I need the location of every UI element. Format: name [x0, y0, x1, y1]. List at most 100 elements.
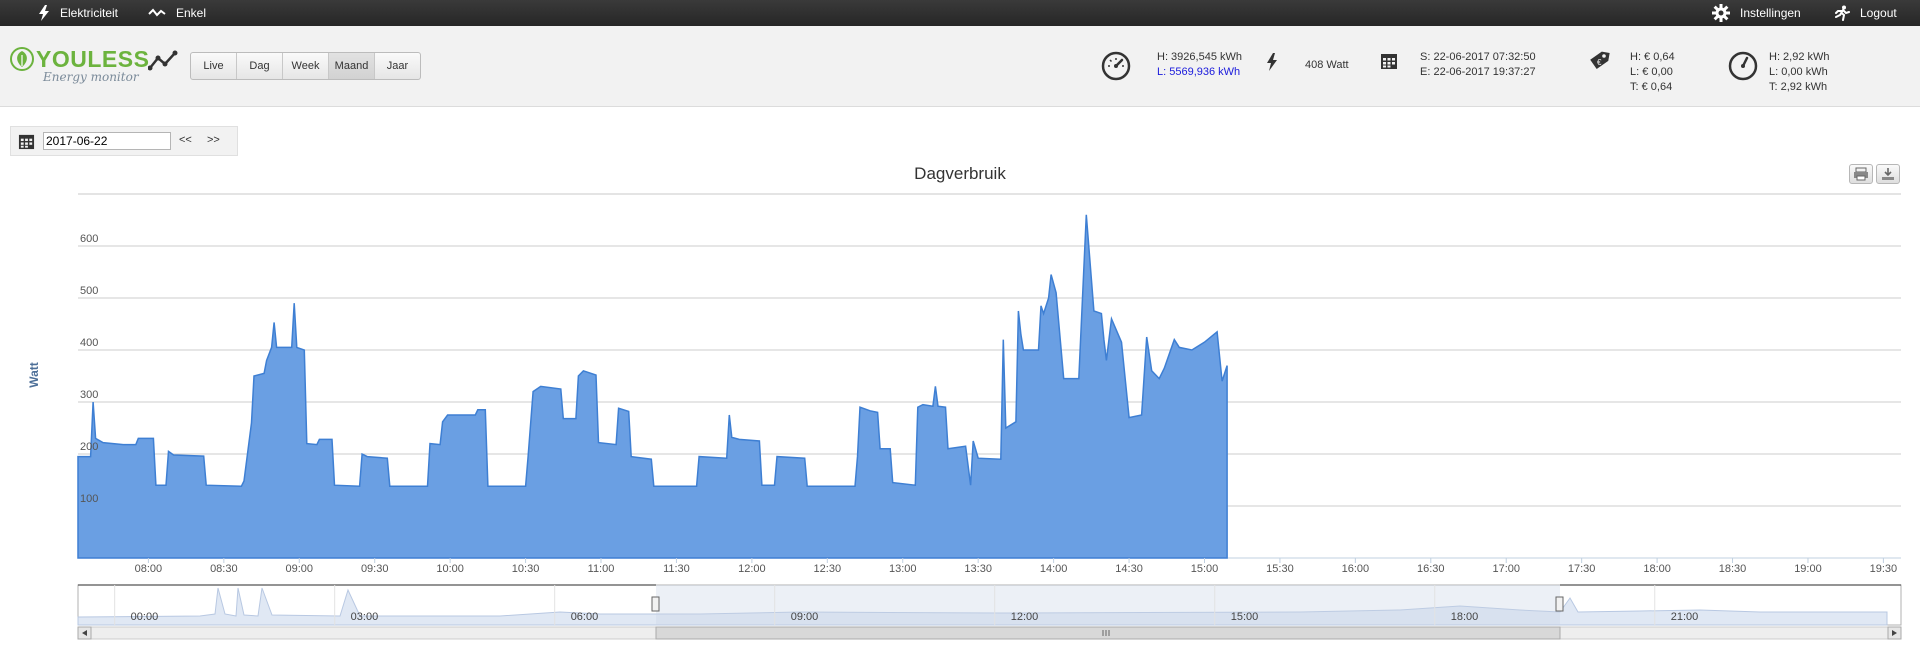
scroll-left-arrow-icon [82, 630, 87, 636]
period-range: S: 22-06-2017 07:32:50 E: 22-06-2017 19:… [1420, 50, 1536, 80]
navigator-tick-label: 12:00 [1011, 611, 1039, 623]
svg-text:€: € [1597, 58, 1602, 67]
x-tick-label: 14:30 [1115, 563, 1143, 575]
x-tick-label: 18:00 [1643, 563, 1671, 575]
cost-total: T: € 0,64 [1630, 81, 1673, 93]
x-tick-label: 19:30 [1870, 563, 1898, 575]
calendar-icon[interactable] [18, 133, 35, 150]
meter-readings: H: 3926,545 kWh L: 5569,936 kWh [1157, 50, 1242, 80]
tab-live[interactable]: Live [191, 53, 237, 79]
x-tick-label: 16:00 [1342, 563, 1370, 575]
scroll-right-arrow-icon [1892, 630, 1897, 636]
print-icon [1854, 167, 1868, 181]
x-tick-label: 10:00 [436, 563, 464, 575]
tab-week[interactable]: Week [283, 53, 329, 79]
navigator-axis: 00:00 03:00 06:00 09:00 12:00 15:00 18:00 21:00 [114, 585, 1699, 625]
lightning-icon [39, 5, 49, 21]
period-end: E: 22-06-2017 19:37:27 [1420, 66, 1536, 78]
y-tick-label: 500 [80, 285, 98, 297]
navigator[interactable]: 00:00 03:00 06:00 09:00 12:00 15:00 18:00 21:00 [77, 584, 1902, 626]
chart-series [77, 214, 1228, 559]
cost-high: H: € 0,64 [1630, 51, 1675, 63]
x-tick-label: 14:00 [1040, 563, 1068, 575]
navigator-right-handle[interactable] [1555, 596, 1564, 612]
x-tick-label: 09:00 [286, 563, 314, 575]
scroll-thumb[interactable] [655, 626, 1561, 640]
y-tick-label: 300 [80, 389, 98, 401]
usage-low: L: 0,00 kWh [1769, 66, 1828, 78]
menu-elektriciteit-label: Elektriciteit [60, 6, 119, 20]
youless-logo: YOULESS Energy monitor [10, 46, 149, 90]
y-tick-label: 600 [80, 233, 98, 245]
date-input[interactable] [43, 132, 171, 150]
x-tick-label: 18:30 [1719, 563, 1747, 575]
x-tick-label: 19:00 [1794, 563, 1822, 575]
tab-maand[interactable]: Maand [329, 53, 375, 79]
usage-readings: H: 2,92 kWh L: 0,00 kWh T: 2,92 kWh [1769, 50, 1830, 95]
navigator-left-handle[interactable] [651, 596, 660, 612]
x-axis: 08:00 08:30 09:00 09:30 10:00 10:30 11:00 11:30… [135, 558, 1898, 575]
chart-title: Dagverbruik [914, 164, 1006, 183]
date-picker: << >> [10, 126, 238, 156]
gauge-icon [1101, 51, 1131, 81]
meter-low: L: 5569,936 kWh [1157, 66, 1241, 78]
x-tick-label: 12:00 [738, 563, 766, 575]
scrollbar[interactable] [77, 626, 1902, 640]
x-tick-label: 17:00 [1492, 563, 1520, 575]
x-tick-label: 16:30 [1417, 563, 1445, 575]
settings-link[interactable]: Instellingen [1712, 0, 1801, 26]
y-tick-label: 200 [80, 441, 98, 453]
lightning-icon [1267, 53, 1277, 71]
y-tick-label: 400 [80, 337, 98, 349]
meter-high: H: 3926,545 kWh [1157, 51, 1242, 63]
logo-brand: YOULESS [36, 46, 150, 72]
usage-high: H: 2,92 kWh [1769, 51, 1830, 63]
prev-date-button[interactable]: << [179, 134, 192, 146]
header: YOULESS Energy monitor Live Dag Week Maa… [0, 26, 1920, 107]
x-tick-label: 11:30 [663, 563, 690, 575]
navigator-tick-label: 06:00 [571, 611, 599, 623]
y-axis: 100 200 300 400 500 600 [80, 233, 98, 505]
x-tick-label: 09:30 [361, 563, 389, 575]
print-button[interactable] [1849, 164, 1873, 184]
cost-readings: H: € 0,64 L: € 0,00 T: € 0,64 [1630, 50, 1675, 95]
download-button[interactable] [1876, 164, 1900, 184]
current-power: 408 Watt [1305, 59, 1349, 71]
wave-icon [148, 8, 166, 17]
navigator-tick-label: 03:00 [351, 611, 379, 623]
x-tick-label: 11:00 [588, 563, 615, 575]
tab-jaar[interactable]: Jaar [386, 60, 409, 72]
menu-enkel[interactable]: Enkel [148, 0, 206, 26]
gauge-icon [1728, 51, 1758, 81]
trend-chart-icon[interactable] [148, 50, 178, 72]
cost-low: L: € 0,00 [1630, 66, 1673, 78]
x-tick-label: 13:00 [889, 563, 917, 575]
period-tabs: Live Dag Week Maand Jaar [190, 52, 421, 80]
x-tick-label: 15:30 [1266, 563, 1294, 575]
menu-elektriciteit[interactable]: Elektriciteit [38, 0, 118, 26]
logout-label: Logout [1860, 6, 1897, 20]
y-axis-label: Watt [27, 362, 41, 388]
logout-link[interactable]: Logout [1834, 0, 1897, 26]
calendar-icon [1381, 54, 1397, 69]
navigator-tick-label: 15:00 [1231, 611, 1259, 623]
x-tick-label: 10:30 [512, 563, 540, 575]
x-tick-label: 12:30 [814, 563, 842, 575]
x-tick-label: 08:00 [135, 563, 163, 575]
usage-total: T: 2,92 kWh [1769, 81, 1828, 93]
leaf-icon [10, 47, 34, 71]
price-tag-icon: € [1590, 51, 1610, 70]
grip-icon [1102, 630, 1110, 636]
y-tick-label: 100 [80, 493, 98, 505]
series-area [77, 214, 1228, 559]
logo-subtitle: Energy monitor [43, 70, 139, 84]
next-date-button[interactable]: >> [207, 134, 220, 146]
settings-label: Instellingen [1740, 6, 1801, 20]
gear-icon [1712, 4, 1730, 22]
navigator-tick-label: 21:00 [1671, 611, 1699, 623]
menu-enkel-label: Enkel [176, 6, 207, 20]
tab-dag[interactable]: Dag [237, 53, 283, 79]
x-tick-label: 08:30 [210, 563, 238, 575]
x-tick-label: 13:30 [964, 563, 992, 575]
